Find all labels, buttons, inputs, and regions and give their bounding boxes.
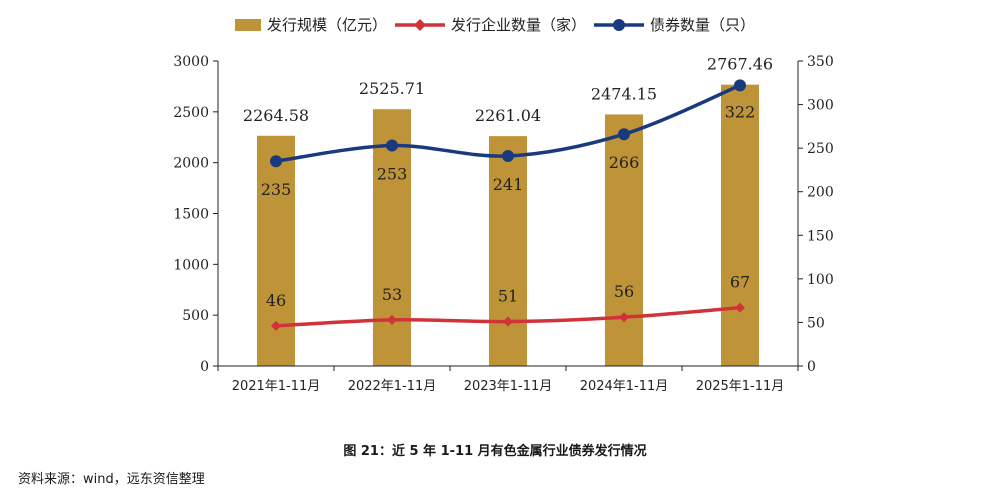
right-tick-label: 100 xyxy=(807,272,834,288)
bar xyxy=(605,114,643,366)
legend-marker-diamond xyxy=(414,19,426,31)
bar-value-label: 2474.15 xyxy=(591,84,657,103)
bonds-point xyxy=(618,128,630,141)
firms-point xyxy=(271,320,281,331)
left-tick-label: 1000 xyxy=(173,257,209,273)
bonds-point xyxy=(270,155,282,168)
right-tick-label: 350 xyxy=(807,54,834,70)
bonds-point xyxy=(734,79,746,92)
left-tick-label: 2000 xyxy=(173,156,209,172)
right-tick-label: 50 xyxy=(807,315,825,331)
right-tick-label: 300 xyxy=(807,98,834,114)
left-tick-label: 2500 xyxy=(173,105,209,121)
firms-point xyxy=(735,302,745,313)
bonds-value-label: 322 xyxy=(725,102,756,121)
bonds-value-label: 266 xyxy=(609,153,640,172)
left-tick-label: 3000 xyxy=(173,54,209,70)
bonds-point xyxy=(386,139,398,152)
legend-label: 发行规模（亿元） xyxy=(267,16,387,34)
bar-value-label: 2261.04 xyxy=(475,106,541,125)
firms-point xyxy=(387,314,397,325)
legend-label: 债券数量（只） xyxy=(650,16,755,34)
legend-marker-circle xyxy=(613,19,625,31)
bonds-value-label: 241 xyxy=(493,175,524,194)
x-tick-label: 2022年1-11月 xyxy=(348,379,437,394)
bar xyxy=(489,136,527,366)
bar xyxy=(721,84,759,366)
left-tick-label: 1500 xyxy=(173,207,209,223)
bar-value-label: 2525.71 xyxy=(359,79,425,98)
legend-label: 发行企业数量（家） xyxy=(451,16,586,34)
bar xyxy=(257,135,295,366)
right-tick-label: 150 xyxy=(807,228,834,244)
firms-value-label: 51 xyxy=(498,287,518,306)
firms-point xyxy=(619,312,629,323)
x-tick-label: 2023年1-11月 xyxy=(464,379,553,394)
right-tick-label: 250 xyxy=(807,141,834,157)
x-tick-label: 2024年1-11月 xyxy=(580,379,669,394)
bonds-point xyxy=(502,149,514,162)
firms-value-label: 53 xyxy=(382,285,402,304)
bonds-value-label: 235 xyxy=(261,180,292,199)
left-tick-label: 500 xyxy=(182,308,209,324)
bar-value-label: 2767.46 xyxy=(707,55,773,74)
x-tick-label: 2025年1-11月 xyxy=(696,379,785,394)
x-tick-label: 2021年1-11月 xyxy=(232,379,321,394)
figure-caption: 图 21：近 5 年 1-11 月有色金属行业债券发行情况 xyxy=(343,444,647,459)
firms-value-label: 46 xyxy=(266,291,286,310)
bonds-value-label: 253 xyxy=(377,165,408,184)
right-tick-label: 0 xyxy=(807,359,816,375)
chart: 0 500 1000 1500 2000 2500 3000 0 50 100 150 200 250 3… xyxy=(173,16,834,394)
right-tick-label: 200 xyxy=(807,185,834,201)
bar-value-label: 2264.58 xyxy=(243,106,309,125)
firms-value-label: 56 xyxy=(614,282,634,301)
firms-point xyxy=(503,316,513,327)
legend-swatch-bar xyxy=(235,19,261,31)
source-note: 资料来源：wind，远东资信整理 xyxy=(18,472,205,487)
left-tick-label: 0 xyxy=(200,359,209,375)
firms-value-label: 67 xyxy=(730,273,750,292)
